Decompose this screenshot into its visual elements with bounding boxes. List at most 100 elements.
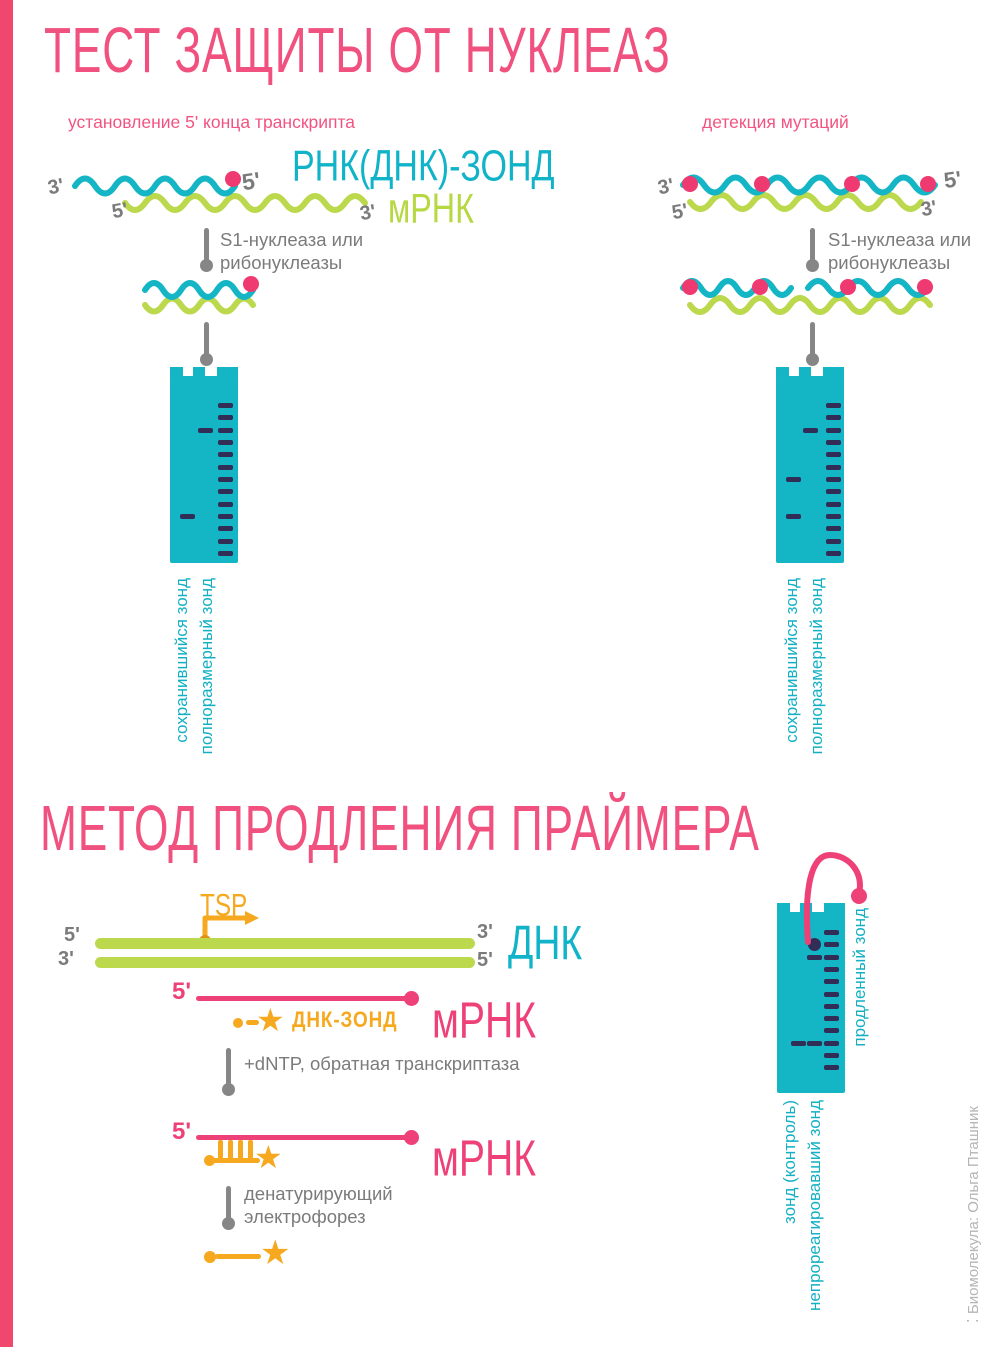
prime-label: 3' bbox=[58, 948, 74, 970]
lane-label-fulllength-probe: полноразмерный зонд bbox=[197, 578, 216, 755]
gel-band bbox=[826, 489, 841, 495]
prime-label: 5' bbox=[172, 1118, 192, 1145]
section2-title: МЕТОД ПРОДЛЕНИЯ ПРАЙМЕРА bbox=[40, 793, 760, 864]
arc-end-dot bbox=[851, 888, 867, 904]
gel-band bbox=[826, 476, 841, 482]
gel-band bbox=[218, 439, 233, 445]
lane-label-unreacted-probe: непрореагировавший зонд bbox=[805, 1100, 824, 1311]
gel-band bbox=[826, 538, 841, 544]
step-arrow bbox=[200, 228, 213, 272]
enzyme-step-label: S1-нуклеаза или рибонуклеазы bbox=[220, 228, 363, 274]
gel-band bbox=[791, 1040, 806, 1046]
enzyme-step-label: S1-нуклеаза или рибонуклеазы bbox=[828, 228, 971, 274]
biomolecula-logo-dots: ⁚ bbox=[965, 1318, 982, 1324]
gel-band bbox=[218, 501, 233, 507]
radiolabel-dot bbox=[754, 176, 770, 192]
mrna-end-dot bbox=[404, 991, 419, 1006]
gel-band bbox=[824, 1065, 839, 1071]
dna-strand-bottom bbox=[95, 957, 475, 968]
radioactive-star-icon: ★ bbox=[260, 1234, 291, 1272]
lane-label-fulllength-probe: полноразмерный зонд bbox=[807, 578, 826, 755]
gel-s1-right bbox=[776, 367, 844, 563]
step-arrow bbox=[222, 1048, 235, 1096]
gel-band bbox=[824, 991, 839, 997]
gel-band bbox=[824, 1040, 839, 1046]
gel-band bbox=[218, 403, 233, 408]
radiolabel-dot bbox=[840, 279, 856, 295]
step-arrow bbox=[222, 1186, 235, 1230]
radiolabel-dot bbox=[682, 176, 698, 192]
gel-primer-extension bbox=[777, 903, 845, 1093]
prime-label: 5' bbox=[172, 978, 192, 1005]
hybridization-tick bbox=[238, 1140, 243, 1161]
reverse-transcriptase-step-label: +dNTP, обратная транскриптаза bbox=[244, 1053, 520, 1074]
extended-primer-line bbox=[210, 1158, 260, 1163]
lane-label-preserved-probe: сохранившийся зонд bbox=[782, 578, 801, 743]
mrna-end-dot bbox=[404, 1130, 419, 1145]
released-probe-line bbox=[215, 1254, 261, 1259]
gel-band bbox=[786, 476, 801, 482]
mrna-line bbox=[196, 1135, 410, 1140]
gel-band bbox=[218, 464, 233, 470]
gel-band bbox=[824, 930, 839, 935]
gel-band bbox=[826, 403, 841, 408]
radiolabel-dot bbox=[682, 279, 698, 295]
lane-label-control-probe: зонд (контроль) bbox=[780, 1100, 799, 1224]
radiolabel-dot bbox=[225, 171, 241, 187]
gel-band bbox=[807, 954, 822, 960]
gel-band bbox=[826, 452, 841, 458]
step-arrow bbox=[200, 322, 213, 366]
gel-s1-left bbox=[170, 367, 238, 563]
gel-band bbox=[218, 526, 233, 532]
prime-label: 5' bbox=[64, 924, 80, 946]
gel-band bbox=[218, 452, 233, 458]
extended-probe-arc bbox=[803, 851, 863, 945]
gel-band bbox=[824, 942, 839, 948]
radiolabel-dot bbox=[920, 176, 936, 192]
radiolabel-dot bbox=[844, 176, 860, 192]
gel-band bbox=[218, 476, 233, 482]
dna-strand-top bbox=[95, 938, 475, 949]
gel-band bbox=[807, 1040, 822, 1046]
gel-band bbox=[218, 489, 233, 495]
gel-band bbox=[824, 954, 839, 960]
prime-label: 5' bbox=[477, 949, 493, 971]
gel-band bbox=[786, 513, 801, 519]
gel-band bbox=[180, 513, 195, 519]
step2-line1: денатурирующий bbox=[244, 1183, 393, 1204]
gel-band bbox=[824, 1028, 839, 1034]
extended-probe-label: продленный зонд bbox=[850, 908, 869, 1047]
gel-band bbox=[826, 550, 841, 556]
watermark-text: Биомолекула: Ольга Пташник bbox=[965, 1106, 982, 1315]
gel-band bbox=[826, 415, 841, 421]
probe-mrna-hybrid-right bbox=[680, 174, 938, 212]
enzyme-line1: S1-нуклеаза или bbox=[220, 229, 364, 250]
gel-band bbox=[826, 439, 841, 445]
probe-mrna-hybrid-left bbox=[72, 171, 368, 213]
gel-band bbox=[218, 550, 233, 556]
released-probe-dot bbox=[204, 1251, 216, 1263]
watermark: ⁚ Биомолекула: Ольга Пташник bbox=[964, 1106, 984, 1323]
radiolabel-dot bbox=[243, 276, 259, 292]
gel-band bbox=[824, 1053, 839, 1058]
gel-band bbox=[826, 513, 841, 519]
section1-title: ТЕСТ ЗАЩИТЫ ОТ НУКЛЕАЗ bbox=[44, 15, 671, 86]
radiolabel-dot bbox=[917, 279, 933, 295]
prime-label: 3' bbox=[477, 921, 493, 943]
hybridization-tick bbox=[218, 1140, 223, 1161]
gel-band bbox=[824, 979, 839, 985]
digested-hybrid-left bbox=[142, 276, 259, 315]
dna-probe-label: ДНК-ЗОНД bbox=[292, 1008, 398, 1033]
extended-primer-dot bbox=[204, 1155, 215, 1166]
electrophoresis-step-label: денатурирующий электрофорез bbox=[244, 1182, 393, 1228]
radioactive-star-icon: ★ bbox=[256, 1002, 285, 1038]
prime-label: 5' bbox=[240, 166, 262, 196]
gel-band bbox=[824, 1016, 839, 1022]
gel-band bbox=[198, 427, 213, 433]
gel-band bbox=[803, 427, 818, 433]
extended-probe-dot bbox=[808, 938, 821, 952]
enzyme-line2: рибонуклеазы bbox=[828, 252, 951, 273]
step2-line2: электрофорез bbox=[244, 1206, 366, 1227]
prime-label: 5' bbox=[942, 165, 964, 194]
left-border-bar bbox=[0, 0, 13, 1347]
